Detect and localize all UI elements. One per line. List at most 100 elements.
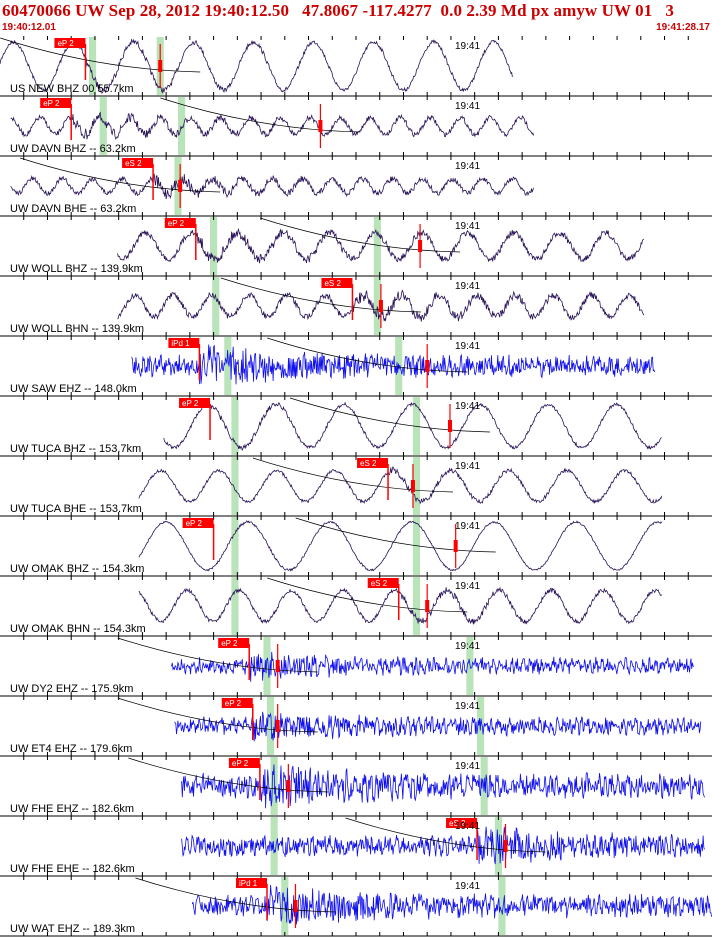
trace-row: eP 2 19:41 US NEW BHZ 00 55.7km: [0, 36, 712, 97]
event-title: 60470066 UW Sep 28, 2012 19:40:12.50 47.…: [2, 1, 675, 20]
minute-label: 19:41: [455, 341, 480, 352]
amplitude-marker[interactable]: [275, 660, 280, 672]
minute-label: 19:41: [455, 641, 480, 652]
minute-label: 19:41: [455, 41, 480, 52]
waveform: [117, 227, 645, 264]
pick-label-box[interactable]: [182, 518, 214, 528]
pick-window: [231, 457, 239, 515]
coda-curve: [135, 877, 336, 913]
pick-label-box[interactable]: [228, 758, 260, 768]
waveform: [174, 711, 702, 742]
coda-curve: [252, 457, 453, 493]
trace-row: eP 2 19:41 UW ET4 EHZ -- 179.6km: [0, 696, 712, 757]
pick-label: eP 2: [221, 639, 238, 648]
minute-label: 19:41: [455, 581, 480, 592]
channel-label: UW WAT EHZ -- 189.3km: [10, 923, 135, 935]
pick-label-box[interactable]: [54, 38, 86, 48]
amplitude-marker[interactable]: [178, 180, 183, 192]
trace-row: eS 2 19:41 UW WOLL BHN -- 139.9km: [0, 276, 712, 337]
pick-window: [231, 517, 239, 575]
trace-row: eS 2 19:41 UW TUCA BHE -- 153.7km: [0, 456, 712, 517]
channel-label: UW FHE EHE -- 182.6km: [10, 863, 135, 875]
channel-label: UW OMAK BHZ -- 154.3km: [10, 563, 144, 575]
waveform: [191, 884, 712, 925]
amplitude-marker[interactable]: [447, 420, 452, 432]
pick-window: [212, 277, 220, 335]
waveform: [181, 764, 705, 809]
coda-curve: [345, 817, 546, 853]
pick-label: iPd 1: [239, 879, 258, 888]
channel-label: UW DAVN BHE -- 63.2km: [10, 203, 136, 215]
trace-row: eS 219:41 UW FHE EHE -- 182.6km: [0, 816, 712, 877]
minute-label: 19:41: [455, 161, 480, 172]
trace-row: eP 2 19:41 UW DY2 EHZ -- 175.9km: [0, 636, 712, 697]
amplitude-marker[interactable]: [378, 300, 383, 312]
channel-label: UW DAVN BHZ -- 63.2km: [10, 143, 136, 155]
seismogram-panel: eP 2 19:41 US NEW BHZ 00 55.7km eP 2 19:41 UW…: [0, 36, 712, 937]
pick-label-box[interactable]: [446, 818, 478, 828]
channel-label: UW TUCA BHZ -- 153.7km: [10, 443, 141, 455]
pick-window: [231, 397, 239, 455]
waveform: [10, 173, 534, 200]
amplitude-marker[interactable]: [425, 600, 430, 612]
pick-label-box[interactable]: [40, 98, 72, 108]
coda-curve: [295, 517, 496, 553]
amplitude-marker[interactable]: [418, 240, 423, 252]
pick-label-box[interactable]: [357, 458, 389, 468]
channel-label: UW WOLL BHN -- 139.9km: [10, 323, 144, 335]
pick-label-box[interactable]: [122, 158, 154, 168]
pick-window: [412, 577, 421, 635]
amplitude-marker[interactable]: [293, 900, 298, 912]
amplitude-marker[interactable]: [453, 540, 458, 552]
pick-window: [231, 577, 239, 635]
amplitude-marker[interactable]: [410, 480, 415, 492]
pick-label: eP 2: [225, 699, 242, 708]
trace-row: eS 2 19:41 UW OMAK BHN -- 154.3km: [0, 576, 712, 637]
pick-label-box[interactable]: [218, 638, 250, 648]
coda-curve: [160, 97, 361, 133]
channel-label: UW DY2 EHZ -- 175.9km: [10, 683, 133, 695]
coda-curve: [259, 217, 461, 253]
pick-label-box[interactable]: [168, 338, 200, 348]
coda-curve: [117, 637, 318, 673]
pick-label: eS 2: [324, 279, 341, 288]
pick-label-box[interactable]: [367, 578, 399, 588]
amplitude-marker[interactable]: [425, 360, 430, 372]
channel-label: US NEW BHZ 00 55.7km: [10, 83, 133, 95]
pick-window: [178, 97, 186, 155]
minute-label: 19:41: [455, 761, 480, 772]
channel-label: UW WOLL BHZ -- 139.9km: [10, 263, 143, 275]
coda-curve: [20, 157, 221, 193]
coda-curve: [289, 397, 490, 433]
pick-label: eP 2: [232, 759, 249, 768]
pick-window: [99, 97, 107, 155]
amplitude-marker[interactable]: [503, 840, 508, 852]
pick-label-box[interactable]: [236, 878, 267, 888]
start-time: 19:40:12.01: [2, 22, 56, 33]
waveform: [138, 586, 662, 625]
pick-label: eP 2: [168, 219, 185, 228]
amplitude-marker[interactable]: [275, 720, 280, 732]
pick-label-box[interactable]: [321, 278, 353, 288]
minute-label: 19:41: [455, 101, 480, 112]
pick-label: eS 2: [371, 579, 388, 588]
pick-label: iPd 1: [171, 339, 190, 348]
pick-label-box[interactable]: [164, 218, 196, 228]
trace-row: eP 2 19:41 UW WOLL BHZ -- 139.9km: [0, 216, 712, 277]
amplitude-marker[interactable]: [286, 780, 291, 792]
pick-label: eS 2: [360, 459, 377, 468]
trace-row: iPd 1 19:41 UW WAT EHZ -- 189.3km: [0, 876, 712, 937]
coda-curve: [267, 577, 468, 613]
coda-curve: [267, 337, 468, 373]
pick-label-box[interactable]: [221, 698, 253, 708]
channel-label: UW OMAK BHN -- 154.3km: [10, 623, 146, 635]
waveform: [10, 111, 534, 140]
pick-label-box[interactable]: [179, 398, 211, 408]
pick-window: [412, 457, 421, 515]
pick-window: [373, 277, 381, 335]
channel-label: UW ET4 EHZ -- 179.6km: [10, 743, 132, 755]
amplitude-marker[interactable]: [318, 120, 323, 132]
pick-label: eS 2: [125, 159, 142, 168]
pick-label: eP 2: [186, 519, 203, 528]
amplitude-marker[interactable]: [158, 60, 163, 72]
